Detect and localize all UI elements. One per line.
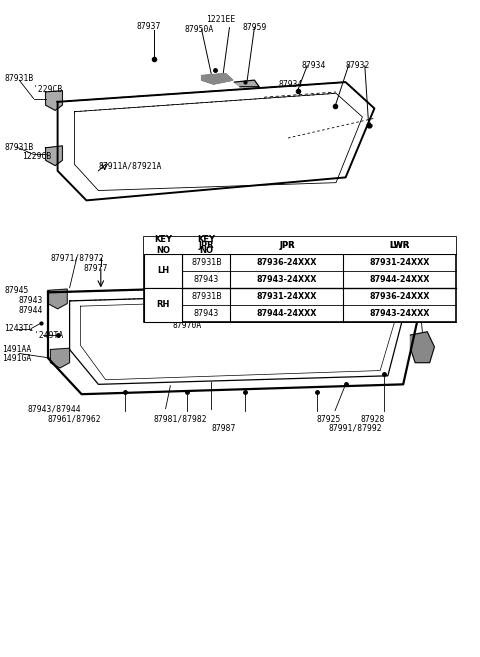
Text: 87911A/87921A: 87911A/87921A bbox=[98, 161, 162, 170]
Text: JPR: JPR bbox=[279, 240, 295, 250]
Text: 87971/87972: 87971/87972 bbox=[50, 253, 104, 262]
Text: 1229CB: 1229CB bbox=[22, 152, 51, 161]
Text: JPR: JPR bbox=[199, 240, 214, 250]
Text: 87959: 87959 bbox=[242, 23, 266, 32]
Text: 87950A: 87950A bbox=[185, 25, 214, 34]
Bar bbox=[144, 254, 182, 288]
Polygon shape bbox=[202, 74, 233, 84]
Text: '249TA: '249TA bbox=[34, 330, 63, 340]
Text: 87943: 87943 bbox=[194, 275, 219, 284]
Text: 87943: 87943 bbox=[194, 309, 219, 318]
Bar bbox=[144, 288, 182, 322]
Text: 87944: 87944 bbox=[18, 306, 43, 315]
Text: 87931B: 87931B bbox=[191, 292, 222, 301]
Text: 87987: 87987 bbox=[211, 424, 236, 433]
Text: 87928: 87928 bbox=[361, 415, 385, 424]
Text: 87991/87992: 87991/87992 bbox=[329, 424, 383, 433]
Text: 87981/87982: 87981/87982 bbox=[154, 415, 207, 424]
Text: 1491AA: 1491AA bbox=[2, 345, 32, 354]
Text: '229CB: '229CB bbox=[33, 85, 62, 94]
Text: RH: RH bbox=[156, 300, 170, 309]
Text: KEY
NO: KEY NO bbox=[154, 235, 172, 255]
Text: 87945: 87945 bbox=[5, 286, 29, 295]
Text: 87943-24XXX: 87943-24XXX bbox=[370, 309, 430, 318]
Text: LWR: LWR bbox=[389, 240, 410, 250]
Text: 87931B: 87931B bbox=[5, 74, 34, 83]
Text: 87931-24XXX: 87931-24XXX bbox=[257, 292, 317, 301]
Text: LWR: LWR bbox=[389, 240, 410, 250]
Text: 87932: 87932 bbox=[346, 61, 370, 70]
Text: KEY
NO: KEY NO bbox=[197, 235, 216, 255]
Text: JPR: JPR bbox=[279, 240, 295, 250]
Polygon shape bbox=[50, 348, 70, 368]
Text: 87977: 87977 bbox=[84, 263, 108, 273]
Text: 1491GA: 1491GA bbox=[2, 353, 32, 363]
Text: 1243TC: 1243TC bbox=[4, 324, 33, 333]
Text: 87936-24XXX: 87936-24XXX bbox=[370, 292, 430, 301]
Text: 87931-24XXX: 87931-24XXX bbox=[370, 258, 430, 267]
Text: 87943/87944: 87943/87944 bbox=[28, 404, 82, 413]
Text: 87943-24XXX: 87943-24XXX bbox=[257, 275, 317, 284]
Text: 87931B: 87931B bbox=[191, 258, 222, 267]
Bar bbox=[144, 237, 456, 254]
Text: 87970A: 87970A bbox=[173, 321, 202, 330]
Text: 87934: 87934 bbox=[278, 79, 303, 89]
Polygon shape bbox=[410, 332, 434, 363]
Polygon shape bbox=[46, 91, 62, 110]
Text: 87944-24XXX: 87944-24XXX bbox=[257, 309, 317, 318]
Polygon shape bbox=[46, 146, 62, 166]
Text: 87925: 87925 bbox=[317, 415, 341, 424]
Bar bbox=[144, 237, 456, 322]
Text: 87936-24XXX: 87936-24XXX bbox=[257, 258, 317, 267]
Text: 87923A: 87923A bbox=[394, 279, 423, 288]
Text: 87961/87962: 87961/87962 bbox=[47, 415, 101, 424]
Text: LH: LH bbox=[157, 266, 169, 275]
Text: 87943: 87943 bbox=[18, 296, 43, 306]
Polygon shape bbox=[234, 80, 259, 87]
Text: 87931B: 87931B bbox=[5, 143, 34, 152]
Text: 87944-24XXX: 87944-24XXX bbox=[370, 275, 430, 284]
Text: 1221EE: 1221EE bbox=[206, 15, 235, 24]
Polygon shape bbox=[48, 289, 67, 309]
Text: 87937: 87937 bbox=[137, 22, 161, 31]
Text: 87934: 87934 bbox=[301, 61, 326, 70]
